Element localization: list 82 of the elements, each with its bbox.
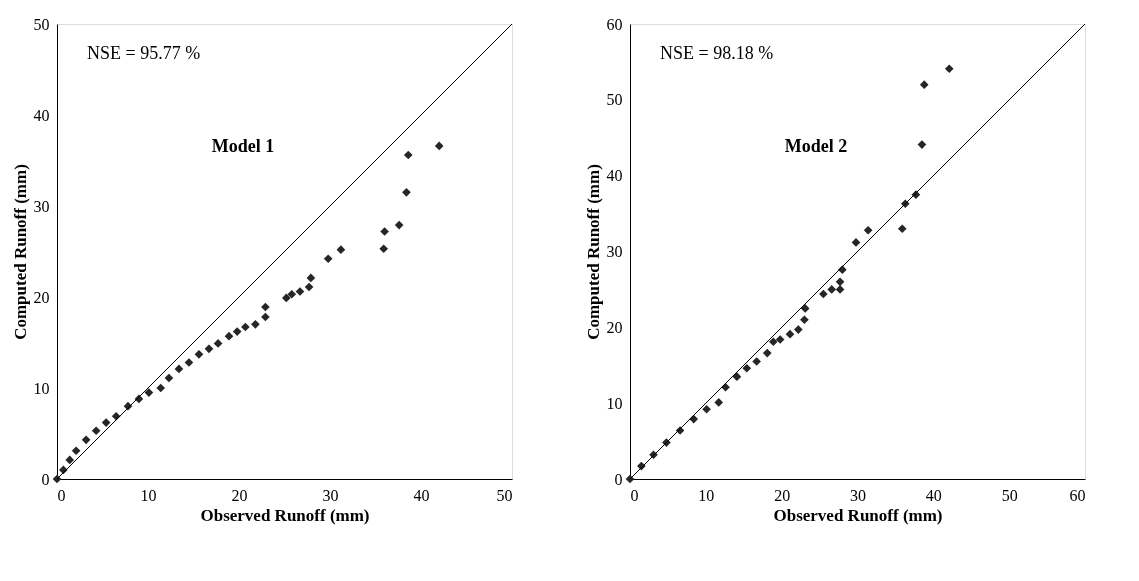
point [835,277,845,287]
point [897,224,907,234]
point [241,322,250,332]
point [800,304,810,313]
y-tick-label: 0 [41,470,50,488]
point [625,474,635,484]
y-tick-label: 0 [614,470,623,488]
point [752,357,761,366]
point [819,289,828,299]
point [762,348,772,358]
point [768,337,778,347]
x-axis-title: Observed Runoff (mm) [200,505,370,525]
point [174,364,184,374]
point [204,344,214,354]
point [232,327,242,336]
point [402,188,411,197]
point [71,446,81,456]
point [827,285,837,294]
x-tick-label: 50 [1001,486,1018,504]
point [81,435,91,445]
point [403,150,413,160]
point [336,245,346,255]
point [281,293,291,303]
point [194,350,204,359]
x-tick-label: 60 [1069,486,1086,504]
y-tick-label: 30 [33,197,50,215]
point [306,273,316,283]
y-tick-label: 60 [606,15,623,33]
x-tick-label: 40 [925,486,942,504]
point [742,363,752,373]
x-tick-label: 30 [322,486,339,504]
point [434,141,444,151]
x-tick-label: 30 [850,486,866,504]
point [304,282,314,292]
point [944,64,954,74]
point [732,372,742,381]
point [156,383,166,393]
y-tick-label: 50 [33,15,50,33]
x-tick-label: 0 [57,486,66,504]
annotation: Model 2 [784,135,848,156]
point [65,455,75,465]
point [287,289,297,299]
point [224,331,234,341]
point [702,404,711,414]
point [649,450,658,460]
point [379,244,389,254]
point [91,426,101,436]
point [323,254,333,264]
y-tick-label: 50 [606,91,623,109]
point [863,225,873,235]
point [714,398,724,407]
point [164,373,174,383]
y-tick-label: 40 [33,106,50,124]
y-tick-label: 10 [33,379,50,397]
y-tick-label: 30 [606,243,623,260]
point [380,227,389,236]
x-tick-label: 20 [774,486,791,504]
point [919,80,929,89]
x-tick-label: 0 [630,486,639,504]
point [794,325,803,334]
annotation: Model 1 [211,135,275,156]
annotation: NSE = 98.18 % [660,43,774,63]
point [101,418,111,427]
x-tick-label: 10 [698,486,715,504]
point [394,220,404,230]
y-tick-label: 10 [606,394,623,412]
x-tick-label: 10 [140,486,157,504]
point [52,474,62,484]
point [251,319,260,329]
y-tick-label: 40 [606,167,623,185]
y-axis-title: Computed Runoff (mm) [583,164,603,340]
y-axis-title: Computed Runoff (mm) [10,164,30,340]
x-tick-label: 20 [231,486,248,504]
y-tick-label: 20 [606,318,623,336]
x-axis-title: Observed Runoff (mm) [773,505,943,525]
y-tick-label: 20 [33,288,50,306]
x-tick-label: 50 [496,486,513,504]
point [785,329,795,339]
point [775,335,785,344]
x-tick-label: 40 [413,486,430,504]
annotation: NSE = 95.77 % [87,43,201,63]
point [800,315,809,325]
